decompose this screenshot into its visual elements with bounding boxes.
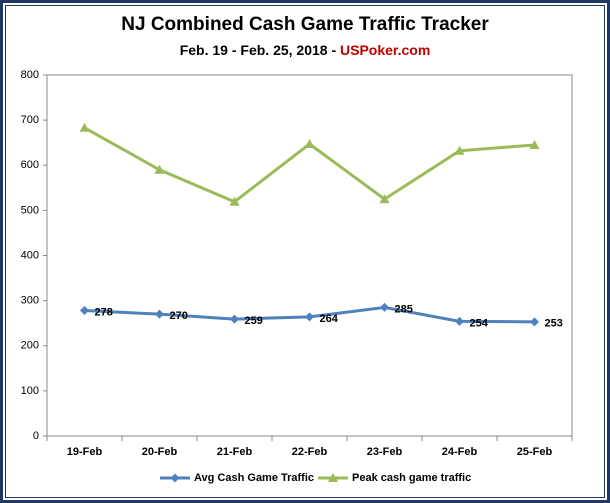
data-point [530,317,539,327]
y-tick-label: 700 [21,114,39,126]
data-point [229,196,240,206]
y-tick-label: 100 [21,385,39,397]
x-tick-label: 22-Feb [292,446,328,458]
legend-label: Avg Cash Game Traffic [194,472,314,484]
data-label: 259 [245,315,263,327]
y-tick-label: 300 [21,295,39,307]
data-point [380,302,389,312]
x-tick-label: 24-Feb [442,446,478,458]
chart-subtitle: Feb. 19 - Feb. 25, 2018 - USPoker.com [180,42,431,58]
x-tick-label: 21-Feb [217,446,253,458]
data-point [230,314,239,324]
x-tick-label: 20-Feb [142,446,178,458]
data-label: 270 [170,310,188,322]
data-point [79,122,90,132]
data-point [304,139,315,149]
y-tick-label: 0 [33,430,39,442]
data-point [529,139,540,149]
y-tick-label: 200 [21,340,39,352]
data-label: 264 [320,313,339,325]
data-point [379,194,390,204]
y-tick-label: 400 [21,249,39,261]
legend-marker [328,473,338,482]
data-label: 253 [545,318,563,330]
inner-frame [5,5,605,498]
y-tick-label: 600 [21,159,39,171]
x-tick-label: 19-Feb [67,446,103,458]
subtitle-link: USPoker.com [340,42,430,58]
data-point [155,309,164,319]
y-tick-label: 500 [21,204,39,216]
data-point [454,145,465,155]
chart-title: NJ Combined Cash Game Traffic Tracker [121,14,489,35]
data-point [305,312,314,322]
data-point [455,316,464,326]
data-label: 285 [395,303,413,315]
data-label: 254 [470,317,489,329]
data-point [80,306,89,316]
subtitle-text: Feb. 19 - Feb. 25, 2018 - [180,42,340,58]
x-tick-label: 23-Feb [367,446,403,458]
y-tick-label: 800 [21,69,39,81]
legend-label: Peak cash game traffic [352,472,471,484]
x-tick-label: 25-Feb [517,446,553,458]
data-point [154,164,165,174]
legend-marker [170,473,180,483]
data-label: 278 [95,306,113,318]
